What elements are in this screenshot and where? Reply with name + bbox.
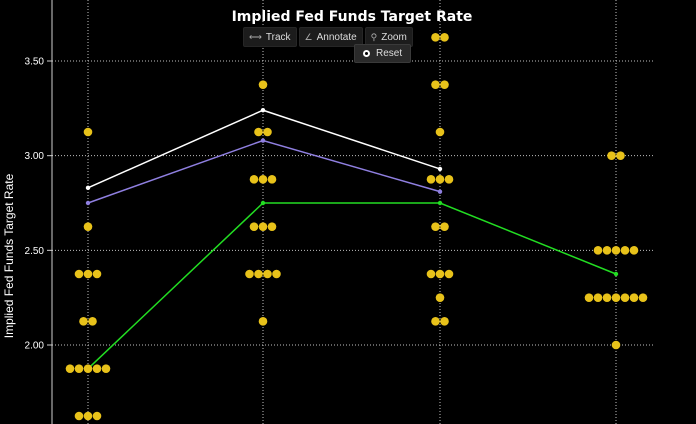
dot [83,411,93,421]
dot [602,293,612,302]
dot [258,175,268,184]
dot [272,269,281,279]
track-label: Track [265,31,291,43]
dot [602,246,612,255]
dot [611,293,621,302]
dot [74,364,84,373]
dot [629,246,639,255]
dot [92,364,102,373]
series-point [260,138,266,143]
dot [440,222,449,231]
reset-button[interactable]: Reset [354,44,412,63]
dot [426,269,436,279]
dot [83,222,93,231]
dot [629,293,639,302]
dot [426,175,436,184]
grid [52,0,654,424]
dot [254,269,263,279]
dot [431,80,440,89]
dot [611,246,621,255]
dot [435,269,445,279]
dot [435,175,445,184]
dot [83,127,93,137]
dot [83,269,93,279]
dot [263,127,272,137]
annotate-button[interactable]: ∠ Annotate [298,27,363,47]
dot [593,293,603,302]
series-point [85,185,91,191]
track-icon: ⟷ [249,31,262,42]
dot [444,269,454,279]
dot [638,293,648,302]
dot [258,317,268,326]
y-tick-label: 3.50 [25,57,45,68]
dot [435,293,445,302]
series-point [260,200,266,206]
dot [92,269,102,279]
dot [74,269,84,279]
reset-label: Reset [376,48,403,59]
track-button[interactable]: ⟷ Track [243,27,297,47]
y-tick-label: 2.00 [25,341,45,352]
magnifier-icon: ⚲ [370,31,378,42]
dot [611,340,621,350]
dot [593,246,603,255]
annotate-label: Annotate [316,31,357,43]
dot [584,293,594,302]
series-point [437,189,443,194]
y-tick-label: 3.00 [25,151,45,162]
dot [258,80,268,89]
chart-title: Implied Fed Funds Target Rate [232,9,473,25]
dot [263,269,272,279]
y-axis-label: Implied Fed Funds Target Rate [2,173,16,338]
dot [431,317,440,326]
pencil-icon: ∠ [304,31,313,42]
dot [249,222,259,231]
dot [249,175,259,184]
zoom-label: Zoom [381,31,407,43]
dot [101,364,111,373]
reset-icon [363,50,370,57]
dot [267,222,277,231]
dot [88,317,97,326]
dot [435,127,445,137]
dot [440,317,449,326]
chart-toolbar: ⟷ Track ∠ Annotate ⚲ Zoom [243,27,413,47]
series-point [85,200,91,206]
dot [431,222,440,231]
dot [65,364,75,373]
series-point [437,166,443,172]
y-tick-label: 2.50 [25,246,45,257]
dot [74,411,84,421]
series-line [87,202,617,370]
dot [444,175,454,184]
dot [92,411,102,421]
series-point [437,200,443,206]
series-point [613,271,619,277]
dot [620,246,630,255]
dot [83,364,93,373]
dot [440,33,449,42]
dot [254,127,263,137]
dot [258,222,268,231]
dot [245,269,254,279]
series-point [260,108,266,113]
dot [440,80,449,89]
dot [79,317,88,326]
dot [616,151,625,160]
y-axis: 2.00 2.50 3.00 3.50 [25,0,53,424]
dot [620,293,630,302]
dot [607,151,616,160]
dots [65,33,648,421]
dot [267,175,277,184]
dot [431,33,440,42]
